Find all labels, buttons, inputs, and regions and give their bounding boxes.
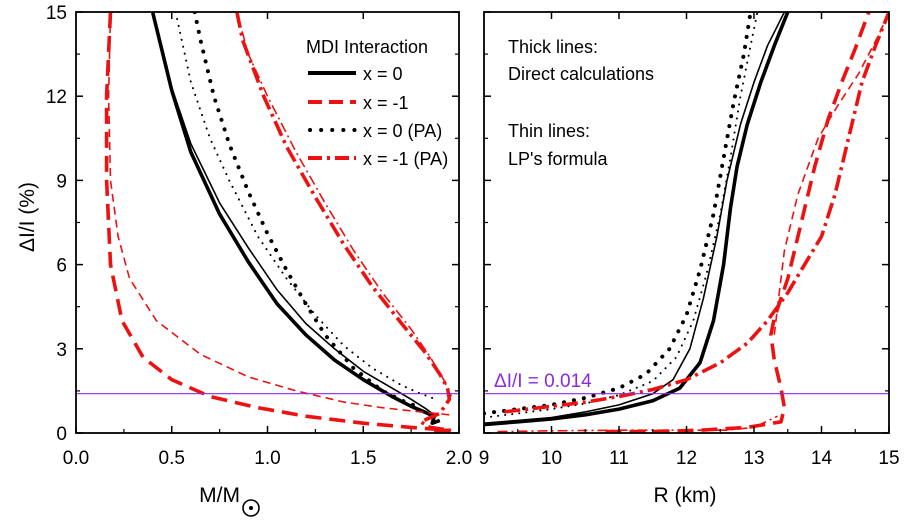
series-line-radius-solid-thick: [484, 12, 790, 427]
series-line-mass-dotted-thin: [174, 12, 437, 401]
series-line-radius-solid-thin: [484, 12, 786, 424]
series-line-mass-dashdot-thin: [236, 12, 453, 397]
y-tick-label: 0: [56, 424, 67, 445]
x-tick-label-radius: 10: [541, 448, 562, 469]
series-line-radius-dotted-thin: [484, 12, 759, 419]
y-tick-label: 15: [46, 3, 67, 24]
series-line-mass-dashdot-thick: [235, 12, 452, 432]
solar-symbol-ring: [242, 499, 260, 517]
tick-labels: 0.0 0.5 1.0 1.5 2.0 9 10 11 12 13 14 15 0 3 6 9 12 15: [46, 3, 900, 469]
series-line-radius-dashdot-thick: [504, 12, 889, 414]
solar-symbol-dot: [249, 506, 253, 510]
x-tick-label-radius: 14: [811, 448, 833, 469]
series-line-mass-dashed-thin: [107, 12, 450, 416]
x-axis-label-mass: M/M: [199, 484, 240, 507]
x-tick-label-mass: 0.0: [63, 448, 89, 469]
note-thin-line1: Thin lines:: [508, 121, 590, 141]
series-line-radius-dashed-thin: [773, 12, 889, 335]
series-line-radius-dotted-thick: [484, 12, 753, 416]
x-axis-label-radius: R (km): [654, 484, 717, 507]
y-tick-label: 6: [56, 256, 67, 277]
y-tick-label: 12: [46, 87, 67, 108]
x-tick-label-mass: 1.0: [254, 448, 280, 469]
x-tick-label-radius: 11: [609, 448, 629, 469]
note-thick-line1: Thick lines:: [508, 37, 598, 57]
legend-entry-solid: x = 0: [363, 64, 403, 84]
series-line-mass-solid-thin: [151, 12, 437, 417]
legend: MDI Interaction x = 0 x = -1 x = 0 (PA) …: [306, 37, 448, 169]
x-tick-label-radius: 12: [676, 448, 697, 469]
plot-frames: [75, 11, 890, 434]
legend-entry-dotted: x = 0 (PA): [363, 121, 442, 141]
series-line-radius-dashed-thick: [605, 12, 871, 433]
y-tick-label: 9: [56, 171, 67, 192]
threshold-label: ΔI/I = 0.014: [494, 371, 592, 392]
y-tick-label: 3: [56, 340, 67, 361]
x-tick-label-mass: 1.5: [350, 448, 376, 469]
series-group-radius: [484, 12, 889, 433]
x-tick-label-mass: 0.5: [159, 448, 185, 469]
x-tick-label-mass: 2.0: [446, 448, 472, 469]
legend-entry-dashdot: x = -1 (PA): [363, 149, 448, 169]
series-group-mass: [104, 12, 454, 433]
legend-title: MDI Interaction: [306, 37, 428, 57]
note-thick-line2: Direct calculations: [508, 64, 654, 84]
series-layer: [104, 12, 889, 433]
note-thin-line2: LP's formula: [508, 149, 608, 169]
x-tick-label-radius: 9: [479, 448, 490, 469]
line-notes: Thick lines: Direct calculations Thin li…: [508, 37, 654, 169]
x-tick-label-radius: 13: [743, 448, 764, 469]
x-tick-label-radius: 15: [878, 448, 899, 469]
legend-entry-dashed: x = -1: [363, 93, 409, 113]
y-axis-label: ΔI/I (%): [16, 182, 39, 252]
